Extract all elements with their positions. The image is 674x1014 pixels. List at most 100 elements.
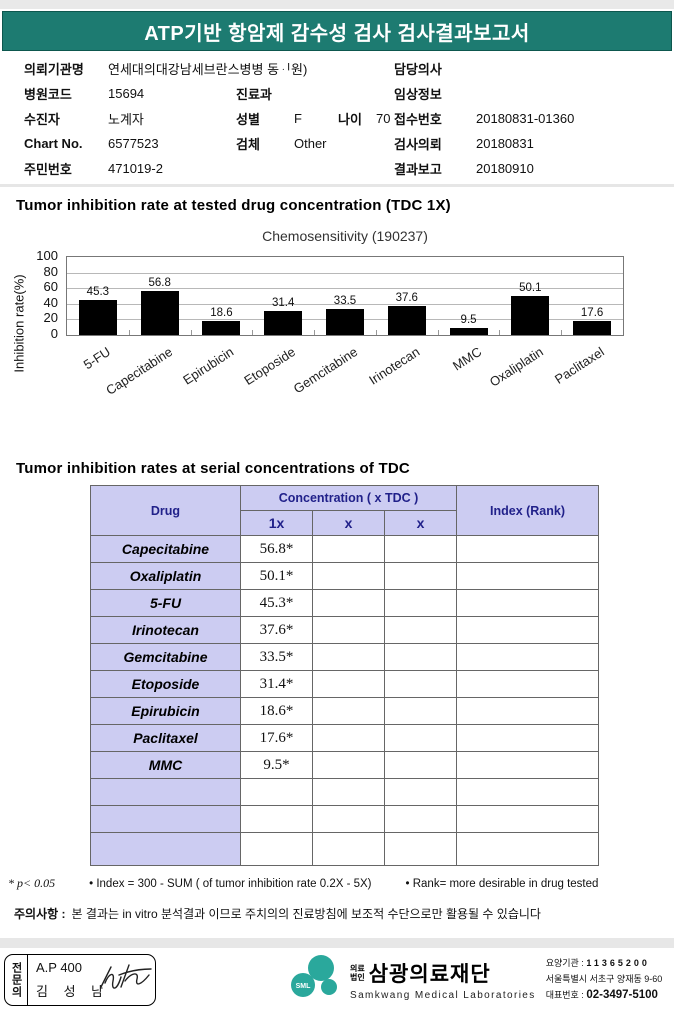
x-category-label: Gemcitabine — [290, 344, 361, 397]
drug-cell: Paclitaxel — [90, 724, 241, 752]
hospital-code-label: 병원코드 — [24, 87, 72, 102]
bar-value-label: 50.1 — [519, 281, 542, 294]
org-label: 의뢰기관명 — [24, 62, 84, 77]
value-x2-cell — [312, 589, 385, 617]
value-x3-cell — [383, 751, 458, 779]
tdc-table-head: Drug Concentration ( x TDC ) Index (Rank… — [90, 485, 600, 536]
org-type-line2: 법인 — [350, 973, 365, 982]
patient-name: 노계자 — [108, 112, 144, 127]
tdc-table-wrap: Drug Concentration ( x TDC ) Index (Rank… — [90, 485, 674, 866]
index-cell — [456, 724, 600, 752]
specimen-label: 검체 — [236, 137, 260, 152]
phone-number: 02-3497-5100 — [586, 989, 658, 1001]
index-cell — [456, 832, 600, 866]
footnote-rank: • Rank= more desirable in drug tested — [405, 878, 599, 890]
value-x2-cell — [312, 778, 385, 806]
signature-scribble — [100, 964, 152, 989]
value-x2-cell — [312, 643, 385, 671]
x-minor-tick — [437, 330, 439, 335]
request-label: 검사의뢰 — [394, 137, 442, 152]
lab-contact-block: 요양기관 : 11365200 서울특별시 서초구 양재동 9-60 대표번호 … — [546, 956, 663, 1004]
drug-cell: Capecitabine — [90, 535, 241, 563]
index-cell — [456, 616, 600, 644]
value-x3-cell — [383, 805, 458, 833]
table-row: Gemcitabine 33.5* — [90, 643, 600, 671]
x-category-label: Capecitabine — [103, 344, 175, 398]
value-x2-cell — [312, 724, 385, 752]
bar-value-label: 56.8 — [148, 276, 171, 289]
chart-bar-Capecitabine — [140, 290, 179, 335]
drug-cell: MMC — [90, 751, 241, 779]
specimen-value: Other — [294, 136, 327, 151]
sex-label: 성별 — [236, 112, 260, 127]
value-1x-cell — [240, 832, 313, 866]
value-x3-cell — [383, 643, 458, 671]
value-x2-cell — [312, 697, 385, 725]
value-x3-cell — [383, 616, 458, 644]
drug-cell — [90, 805, 241, 833]
chart-y-ticks: 0 20 40 60 80 100 — [30, 248, 62, 341]
chart-bar-Oxaliplatin — [511, 295, 550, 335]
table-row: MMC 9.5* — [90, 751, 600, 779]
phone-label: 대표번호 : — [545, 990, 584, 1000]
gridline — [67, 288, 623, 290]
index-cell — [456, 562, 600, 590]
x-minor-tick — [561, 330, 563, 335]
x-minor-tick — [314, 330, 316, 335]
drug-cell: Etoposide — [90, 670, 241, 698]
receipt-value: 20180831-01360 — [476, 111, 575, 126]
x-minor-tick — [190, 330, 192, 335]
clinical-label: 임상정보 — [394, 87, 442, 102]
value-x3-cell — [383, 589, 458, 617]
drug-cell: Gemcitabine — [90, 643, 241, 671]
age-value: 70 — [376, 111, 391, 126]
value-x3-cell — [383, 670, 458, 698]
lab-logo-group: SML 의료 법인 삼광의료재단 Samkwang Medical Labora… — [288, 954, 536, 1010]
drug-cell: Irinotecan — [90, 616, 241, 644]
drug-cell — [90, 778, 241, 806]
gridline — [67, 303, 623, 305]
value-1x-cell: 17.6* — [240, 724, 313, 752]
sml-logo-icon: SML — [291, 955, 337, 997]
dept-label: 진료과 — [236, 87, 272, 102]
index-cell — [456, 670, 600, 698]
col-header-1x: 1x — [240, 510, 313, 536]
chart-x-labels: 5-FU Capecitabine Epirubicin Etoposide Gemci… — [66, 336, 622, 436]
care-org-label: 요양기관 : — [545, 958, 584, 968]
value-1x-cell — [240, 805, 313, 833]
caution-note: 주의사항 : 본 결과는 in vitro 분석결과 이므로 주치의의 진료방침에… — [14, 905, 674, 922]
phone-line: 대표번호 : 02-3497-5100 — [546, 988, 663, 1001]
bar-value-label: 33.5 — [333, 294, 357, 307]
table-row — [90, 832, 600, 866]
sex-value: F — [294, 111, 302, 126]
table-row — [90, 778, 600, 806]
table-row: Epirubicin 18.6* — [90, 697, 600, 725]
index-cell — [456, 589, 600, 617]
value-1x-cell — [240, 778, 313, 806]
bar-value-label: 17.6 — [580, 307, 604, 320]
value-1x-cell: 37.6* — [240, 616, 313, 644]
value-x3-cell — [383, 697, 458, 725]
lab-name-block: 의료 법인 삼광의료재단 Samkwang Medical Laboratori… — [350, 958, 536, 1001]
value-1x-cell: 45.3* — [240, 589, 313, 617]
value-1x-cell: 56.8* — [240, 535, 313, 563]
y-tick-label: 40 — [43, 294, 58, 310]
table-footnotes: * p< 0.05 • Index = 300 - SUM ( of tumor… — [8, 876, 674, 891]
drug-cell — [90, 832, 241, 866]
chart-bar-Gemcitabine — [326, 308, 364, 335]
report-title-bar: ATP기반 항암제 감수성 검사 검사결과보고서 — [2, 11, 672, 51]
chemosensitivity-chart: Chemosensitivity (190237) Inhibition rat… — [0, 220, 674, 450]
y-tick-label: 60 — [43, 279, 58, 295]
tdc-table: Drug Concentration ( x TDC ) Index (Rank… — [90, 485, 600, 866]
col-header-index: Index (Rank) — [456, 485, 600, 536]
chart-y-axis-label: Inhibition rate(%) — [11, 274, 27, 373]
value-x3-cell — [383, 778, 458, 806]
drug-cell: 5-FU — [90, 589, 241, 617]
value-1x-cell: 33.5* — [240, 643, 313, 671]
tdc-table-body: Capecitabine 56.8* Oxaliplatin 50.1* 5-FU 45.… — [90, 535, 600, 866]
chart-bar-Irinotecan — [387, 305, 426, 335]
x-minor-tick — [499, 330, 501, 335]
care-org-line: 요양기관 : 11365200 — [546, 956, 663, 969]
hospital-code-value: 15694 — [108, 86, 145, 101]
x-category-label: Oxaliplatin — [486, 344, 546, 390]
